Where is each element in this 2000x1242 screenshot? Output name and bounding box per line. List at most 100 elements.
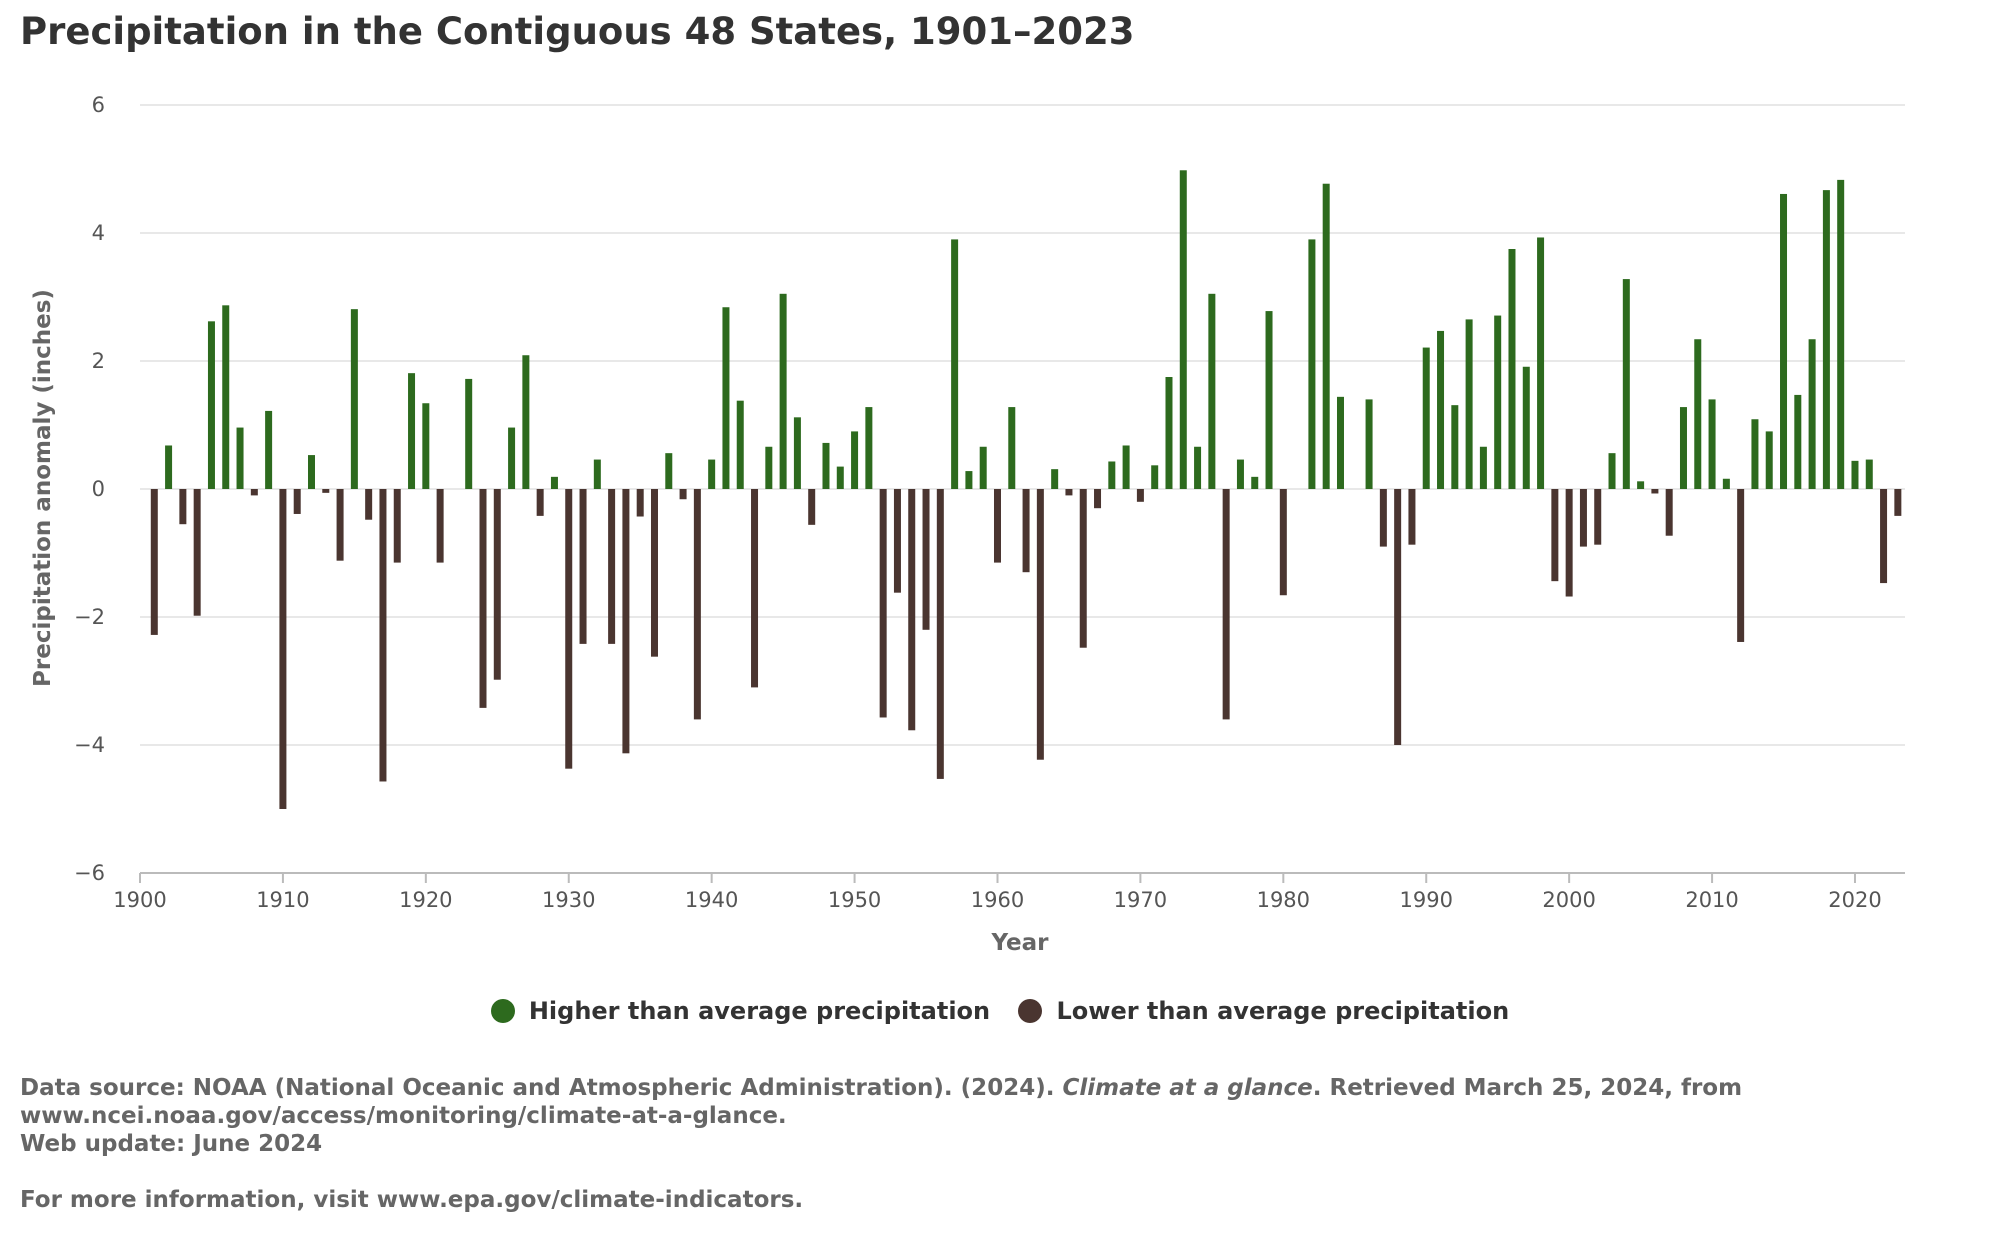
bar-1970[interactable] bbox=[1136, 489, 1144, 502]
bar-1954[interactable] bbox=[908, 489, 916, 731]
bar-1948[interactable] bbox=[822, 442, 830, 489]
bar-1984[interactable] bbox=[1336, 396, 1344, 489]
bar-1926[interactable] bbox=[508, 427, 516, 489]
bar-1960[interactable] bbox=[993, 489, 1001, 563]
bar-1910[interactable] bbox=[279, 489, 287, 809]
bar-2013[interactable] bbox=[1751, 419, 1759, 489]
bar-1936[interactable] bbox=[650, 489, 658, 657]
bar-1972[interactable] bbox=[1165, 377, 1173, 489]
bar-1996[interactable] bbox=[1508, 249, 1516, 489]
bar-1909[interactable] bbox=[265, 410, 273, 489]
bar-1992[interactable] bbox=[1451, 405, 1459, 489]
bar-1912[interactable] bbox=[308, 455, 315, 489]
legend-item-higher[interactable]: Higher than average precipitation bbox=[490, 997, 990, 1025]
bar-1925[interactable] bbox=[493, 489, 501, 680]
bar-1978[interactable] bbox=[1251, 476, 1259, 489]
bar-1961[interactable] bbox=[1008, 407, 1016, 489]
bar-1976[interactable] bbox=[1222, 489, 1230, 720]
bar-1991[interactable] bbox=[1437, 330, 1445, 489]
bar-1915[interactable] bbox=[350, 309, 358, 489]
bar-1946[interactable] bbox=[793, 417, 801, 489]
bar-1958[interactable] bbox=[965, 471, 973, 489]
bar-1929[interactable] bbox=[550, 476, 558, 489]
bar-2023[interactable] bbox=[1894, 489, 1902, 516]
bar-1953[interactable] bbox=[893, 489, 901, 593]
bar-2020[interactable] bbox=[1851, 460, 1859, 489]
bar-2008[interactable] bbox=[1679, 407, 1687, 489]
bar-2004[interactable] bbox=[1622, 279, 1630, 489]
bar-1975[interactable] bbox=[1208, 293, 1216, 489]
bar-2005[interactable] bbox=[1637, 481, 1645, 489]
bar-1927[interactable] bbox=[522, 355, 530, 489]
bar-1980[interactable] bbox=[1279, 489, 1287, 596]
bar-1955[interactable] bbox=[922, 489, 930, 630]
bar-1993[interactable] bbox=[1465, 319, 1473, 489]
legend-item-lower[interactable]: Lower than average precipitation bbox=[1018, 997, 1509, 1025]
bar-1986[interactable] bbox=[1365, 399, 1373, 489]
bar-1969[interactable] bbox=[1122, 445, 1130, 489]
bar-1923[interactable] bbox=[465, 378, 473, 489]
bar-1924[interactable] bbox=[479, 489, 487, 708]
bar-1908[interactable] bbox=[250, 489, 258, 496]
bar-1966[interactable] bbox=[1079, 489, 1087, 648]
bar-1930[interactable] bbox=[565, 489, 573, 769]
bar-1952[interactable] bbox=[879, 489, 887, 718]
bar-2022[interactable] bbox=[1880, 489, 1888, 584]
bar-2003[interactable] bbox=[1608, 453, 1616, 489]
bar-2021[interactable] bbox=[1865, 459, 1873, 489]
bar-1951[interactable] bbox=[865, 407, 873, 489]
bar-1947[interactable] bbox=[808, 489, 816, 525]
bar-2002[interactable] bbox=[1594, 489, 1602, 545]
bar-1971[interactable] bbox=[1151, 465, 1159, 489]
bar-1979[interactable] bbox=[1265, 311, 1273, 489]
bar-2010[interactable] bbox=[1708, 399, 1716, 489]
bar-1987[interactable] bbox=[1379, 489, 1387, 547]
bar-1935[interactable] bbox=[636, 489, 644, 517]
bar-1963[interactable] bbox=[1036, 489, 1044, 760]
bar-1962[interactable] bbox=[1022, 489, 1030, 573]
bar-1942[interactable] bbox=[736, 400, 744, 489]
bar-1999[interactable] bbox=[1551, 489, 1559, 582]
bar-1994[interactable] bbox=[1479, 446, 1487, 489]
bar-1911[interactable] bbox=[293, 489, 301, 514]
bar-2000[interactable] bbox=[1565, 489, 1573, 597]
bar-1913[interactable] bbox=[322, 489, 330, 493]
bar-2007[interactable] bbox=[1665, 489, 1673, 536]
bar-1989[interactable] bbox=[1408, 489, 1416, 545]
bar-1973[interactable] bbox=[1179, 170, 1187, 489]
bar-1906[interactable] bbox=[222, 305, 230, 489]
bar-1914[interactable] bbox=[336, 489, 344, 561]
bar-1967[interactable] bbox=[1094, 489, 1102, 509]
bar-1903[interactable] bbox=[179, 489, 187, 525]
bar-1957[interactable] bbox=[951, 239, 959, 489]
bar-1968[interactable] bbox=[1108, 461, 1116, 489]
bar-1932[interactable] bbox=[593, 459, 601, 489]
bar-2019[interactable] bbox=[1837, 179, 1845, 489]
bar-1934[interactable] bbox=[622, 489, 630, 754]
bar-1919[interactable] bbox=[408, 373, 416, 489]
bar-2006[interactable] bbox=[1651, 489, 1659, 494]
bar-1997[interactable] bbox=[1522, 366, 1530, 489]
bar-2018[interactable] bbox=[1822, 190, 1830, 489]
bar-1928[interactable] bbox=[536, 489, 544, 516]
bar-1907[interactable] bbox=[236, 427, 244, 489]
bar-1940[interactable] bbox=[708, 459, 716, 489]
bar-1933[interactable] bbox=[608, 489, 616, 644]
bar-1949[interactable] bbox=[836, 466, 844, 489]
bar-1977[interactable] bbox=[1236, 459, 1244, 489]
bar-1964[interactable] bbox=[1051, 469, 1059, 489]
bar-1990[interactable] bbox=[1422, 347, 1430, 489]
bar-1959[interactable] bbox=[979, 446, 987, 489]
bar-2017[interactable] bbox=[1808, 339, 1816, 489]
bar-2014[interactable] bbox=[1765, 431, 1773, 489]
bar-1950[interactable] bbox=[851, 431, 859, 489]
bar-1939[interactable] bbox=[693, 489, 701, 720]
bar-1918[interactable] bbox=[393, 489, 401, 563]
bar-2016[interactable] bbox=[1794, 394, 1802, 489]
bar-1983[interactable] bbox=[1322, 183, 1330, 489]
bar-1945[interactable] bbox=[779, 293, 787, 489]
bar-1965[interactable] bbox=[1065, 489, 1073, 496]
bar-1937[interactable] bbox=[665, 453, 673, 489]
bar-1974[interactable] bbox=[1194, 446, 1202, 489]
bar-1916[interactable] bbox=[365, 489, 373, 520]
